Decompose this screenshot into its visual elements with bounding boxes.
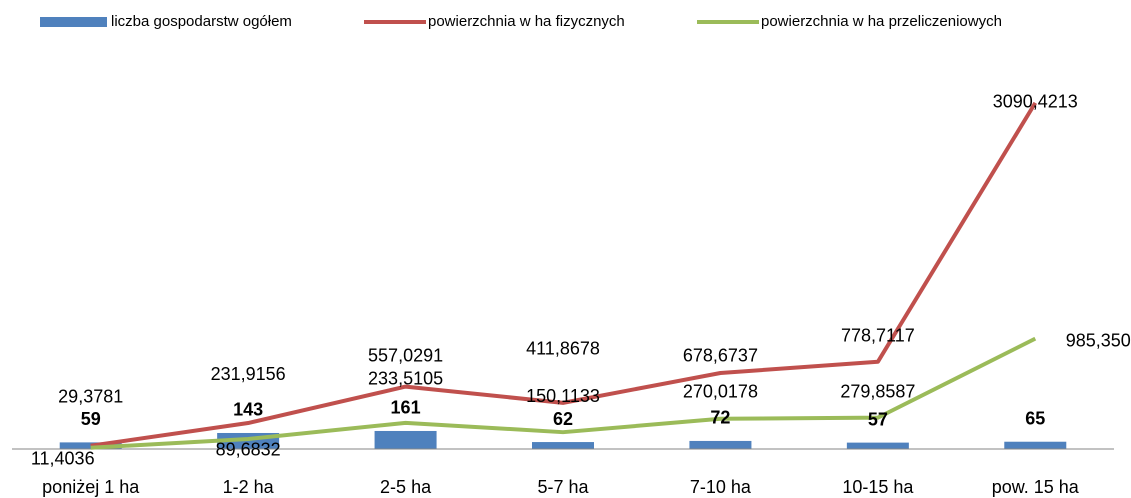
line-value-label: 778,7117 xyxy=(841,326,915,346)
legend-label: powierzchnia w ha fizycznych xyxy=(428,13,625,30)
x-tick-label: 5-7 ha xyxy=(537,477,589,497)
bar-value-label: 62 xyxy=(553,409,573,429)
line-value-label: 231,9156 xyxy=(211,364,286,384)
bar xyxy=(689,440,752,449)
line-value-label: 89,6832 xyxy=(216,440,281,460)
bar-value-label: 65 xyxy=(1025,408,1045,428)
x-tick-label: 10-15 ha xyxy=(842,477,914,497)
bar-value-label: 72 xyxy=(710,408,730,428)
bar xyxy=(374,430,437,449)
bar xyxy=(532,442,594,449)
legend-swatch xyxy=(40,17,107,27)
bar-value-label: 143 xyxy=(233,400,263,420)
line-value-label: 233,5105 xyxy=(368,369,443,389)
line-value-label: 985,3501 xyxy=(1066,330,1131,350)
x-tick-label: poniżej 1 ha xyxy=(42,477,140,497)
line-series xyxy=(90,336,1037,450)
bar xyxy=(1004,441,1067,449)
line-value-label: 11,4036 xyxy=(31,448,95,468)
bar-value-label: 59 xyxy=(81,409,101,429)
line-value-label: 3090,4213 xyxy=(993,92,1078,112)
line-series xyxy=(90,101,1037,448)
line-value-label: 270,0178 xyxy=(683,382,758,402)
x-tick-label: pow. 15 ha xyxy=(992,477,1080,497)
line-value-label: 29,3781 xyxy=(58,386,123,406)
line-value-label: 557,0291 xyxy=(368,345,443,365)
bar xyxy=(846,442,909,449)
x-tick-label: 2-5 ha xyxy=(380,477,432,497)
bar-value-label: 57 xyxy=(868,409,888,429)
x-tick-label: 7-10 ha xyxy=(690,477,752,497)
x-tick-label: 1-2 ha xyxy=(223,477,275,497)
line-value-label: 678,6737 xyxy=(683,346,758,366)
legend-label: powierzchnia w ha przeliczeniowych xyxy=(761,13,1002,30)
line-value-label: 279,8587 xyxy=(840,381,915,401)
line-value-label: 411,8678 xyxy=(526,339,600,359)
bar-value-label: 161 xyxy=(391,398,421,418)
legend-label: liczba gospodarstw ogółem xyxy=(111,13,292,30)
line-value-label: 150,1133 xyxy=(526,386,600,406)
